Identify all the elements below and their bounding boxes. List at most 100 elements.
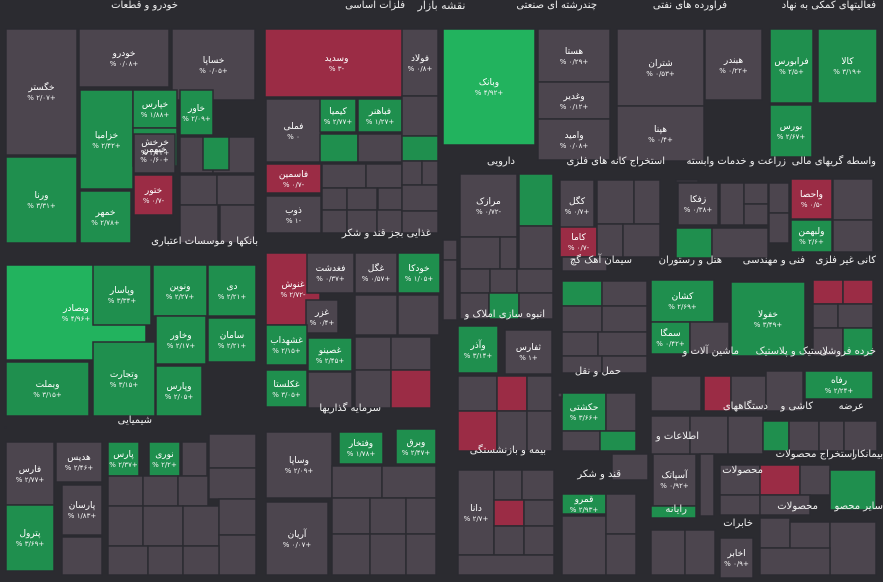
filler-tile[interactable]	[457, 410, 498, 452]
filler-tile[interactable]	[759, 494, 811, 516]
stock-tile[interactable]	[152, 264, 208, 317]
filler-tile[interactable]	[611, 453, 649, 481]
filler-tile[interactable]	[743, 182, 769, 205]
stock-tile[interactable]	[769, 28, 814, 104]
stock-tile[interactable]	[537, 81, 611, 120]
filler-tile[interactable]	[182, 505, 220, 547]
filler-tile[interactable]	[493, 499, 525, 527]
filler-tile[interactable]	[216, 174, 256, 206]
stock-tile[interactable]	[719, 537, 754, 579]
filler-tile[interactable]	[401, 184, 439, 212]
filler-tile[interactable]	[457, 375, 498, 412]
filler-tile[interactable]	[369, 497, 407, 535]
stock-tile[interactable]	[442, 28, 536, 146]
filler-tile[interactable]	[181, 441, 208, 477]
filler-tile[interactable]	[829, 521, 877, 576]
filler-tile[interactable]	[842, 327, 874, 357]
filler-tile[interactable]	[526, 375, 553, 412]
stock-tile[interactable]	[133, 174, 174, 216]
filler-tile[interactable]	[523, 499, 555, 527]
stock-tile[interactable]	[650, 279, 715, 323]
stock-tile[interactable]	[5, 156, 78, 244]
stock-tile[interactable]	[5, 504, 55, 572]
filler-tile[interactable]	[401, 135, 439, 162]
stock-tile[interactable]	[265, 501, 329, 576]
filler-tile[interactable]	[597, 331, 648, 357]
filler-tile[interactable]	[107, 505, 144, 547]
filler-tile[interactable]	[711, 227, 769, 259]
filler-tile[interactable]	[843, 420, 878, 452]
filler-tile[interactable]	[4, 426, 7, 429]
filler-tile[interactable]	[521, 469, 555, 501]
filler-tile[interactable]	[799, 464, 831, 496]
filler-tile[interactable]	[377, 187, 403, 211]
filler-tile[interactable]	[812, 327, 844, 357]
filler-tile[interactable]	[182, 545, 220, 576]
filler-tile[interactable]	[208, 433, 257, 469]
stock-tile[interactable]	[730, 281, 806, 357]
stock-tile[interactable]	[78, 28, 170, 88]
filler-tile[interactable]	[397, 294, 440, 336]
filler-tile[interactable]	[516, 268, 554, 294]
filler-tile[interactable]	[177, 475, 209, 507]
filler-tile[interactable]	[829, 469, 877, 511]
filler-tile[interactable]	[107, 545, 149, 576]
filler-tile[interactable]	[561, 280, 603, 307]
filler-tile[interactable]	[381, 465, 437, 499]
stock-tile[interactable]	[790, 219, 833, 253]
filler-tile[interactable]	[496, 410, 528, 452]
stock-tile[interactable]	[354, 252, 398, 294]
filler-tile[interactable]	[818, 420, 845, 452]
filler-tile[interactable]	[601, 280, 648, 307]
filler-tile[interactable]	[493, 469, 523, 501]
filler-tile[interactable]	[442, 239, 458, 261]
filler-tile[interactable]	[561, 256, 608, 272]
filler-tile[interactable]	[759, 517, 791, 549]
filler-tile[interactable]	[596, 179, 635, 225]
stock-tile[interactable]	[652, 453, 697, 507]
filler-tile[interactable]	[496, 375, 528, 412]
filler-tile[interactable]	[650, 375, 702, 412]
filler-tile[interactable]	[219, 204, 256, 244]
stock-tile[interactable]	[677, 182, 719, 226]
filler-tile[interactable]	[401, 95, 439, 137]
filler-tile[interactable]	[331, 465, 383, 499]
stock-tile[interactable]	[457, 325, 499, 374]
filler-tile[interactable]	[599, 430, 637, 452]
filler-tile[interactable]	[759, 464, 801, 496]
stock-tile[interactable]	[179, 89, 214, 136]
stock-tile[interactable]	[92, 264, 152, 326]
stock-tile[interactable]	[357, 98, 403, 133]
filler-tile[interactable]	[518, 173, 554, 227]
filler-tile[interactable]	[689, 321, 730, 355]
filler-tile[interactable]	[401, 210, 439, 234]
stock-tile[interactable]	[305, 299, 339, 334]
stock-tile[interactable]	[319, 98, 357, 133]
filler-tile[interactable]	[633, 179, 661, 225]
stock-tile[interactable]	[265, 195, 322, 234]
filler-tile[interactable]	[390, 369, 432, 409]
filler-tile[interactable]	[832, 178, 874, 221]
filler-tile[interactable]	[357, 133, 403, 163]
stock-tile[interactable]	[207, 317, 257, 363]
stock-tile[interactable]	[61, 484, 103, 536]
filler-tile[interactable]	[526, 410, 553, 452]
filler-tile[interactable]	[354, 336, 392, 371]
stock-tile[interactable]	[55, 441, 103, 483]
stock-tile[interactable]	[504, 329, 553, 375]
stock-tile[interactable]	[148, 441, 181, 477]
stock-tile[interactable]	[804, 370, 874, 400]
filler-tile[interactable]	[561, 305, 603, 333]
filler-tile[interactable]	[719, 182, 745, 226]
filler-tile[interactable]	[142, 505, 184, 547]
filler-tile[interactable]	[812, 279, 844, 305]
filler-tile[interactable]	[561, 430, 601, 452]
filler-tile[interactable]	[365, 163, 403, 189]
stock-tile[interactable]	[307, 337, 353, 372]
filler-tile[interactable]	[561, 331, 599, 357]
stock-tile[interactable]	[338, 431, 384, 465]
filler-tile[interactable]	[601, 305, 648, 333]
filler-tile[interactable]	[842, 279, 874, 305]
stock-tile[interactable]	[265, 163, 322, 194]
filler-tile[interactable]	[354, 294, 398, 336]
